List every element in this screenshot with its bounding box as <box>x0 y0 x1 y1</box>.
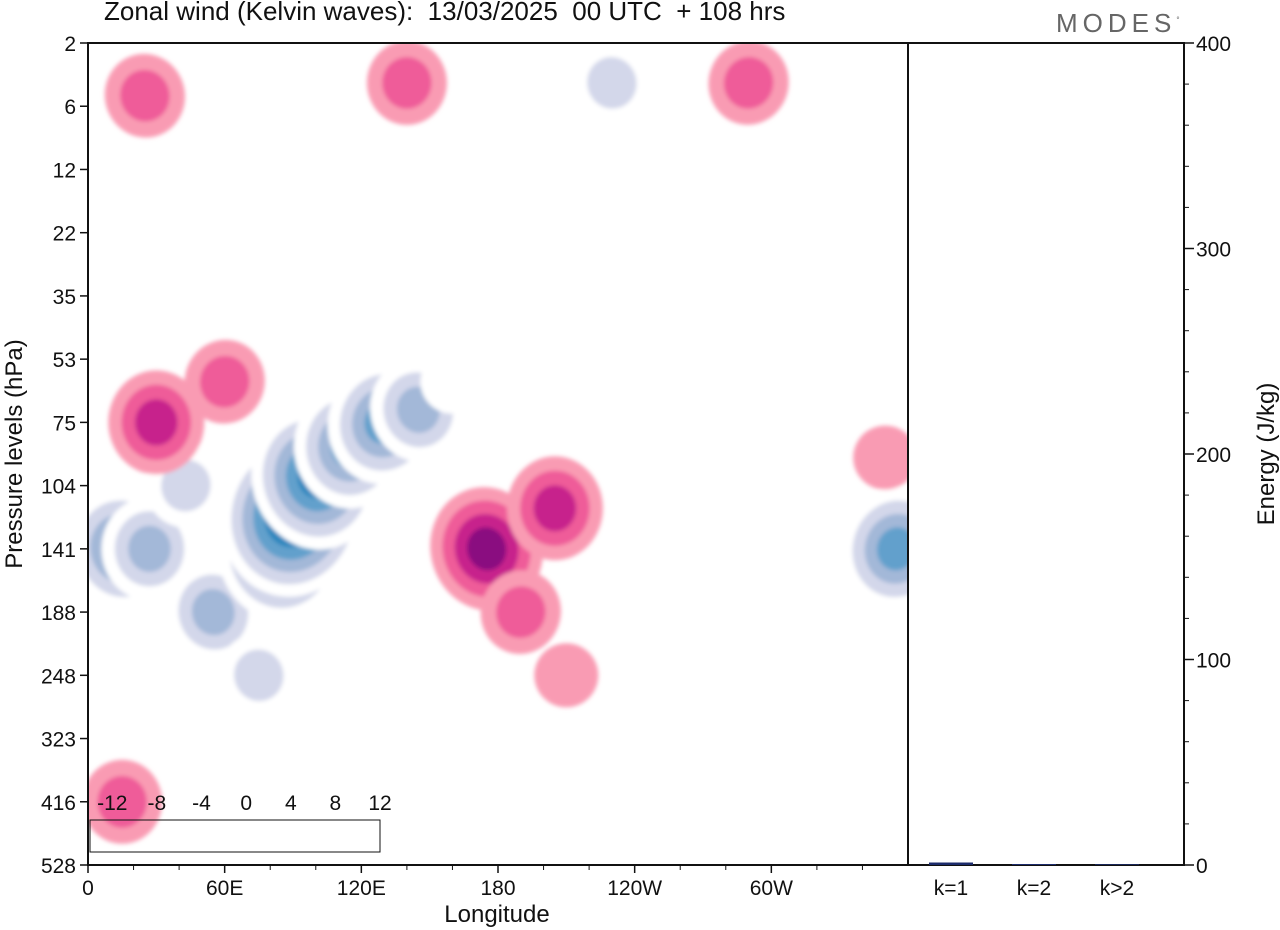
y-tick-label: 416 <box>41 792 76 815</box>
energy-tick-label: 300 <box>1196 239 1231 262</box>
anomaly-contour <box>466 527 507 571</box>
x-tick-label: 0 <box>82 877 94 900</box>
energy-bar-chart: k=1 k=2 k>2 <box>929 862 1139 900</box>
anomaly-contour <box>522 349 587 414</box>
anomaly-contour <box>533 485 577 532</box>
x-tick-label: 60E <box>206 877 243 900</box>
anomaly-contour <box>120 69 170 122</box>
y-tick-label: 104 <box>41 476 76 499</box>
energy-bar <box>1012 864 1056 865</box>
colorbar-frame <box>89 819 381 853</box>
y-tick-label: 248 <box>41 665 76 688</box>
energy-category-label: k=1 <box>934 877 968 900</box>
y-tick-label: 323 <box>41 729 76 752</box>
energy-tick-label: 100 <box>1196 650 1231 673</box>
anomaly-contour <box>191 589 235 636</box>
anomaly-contour <box>723 57 774 109</box>
energy-bar <box>1095 864 1139 865</box>
anomaly-contour <box>587 57 637 109</box>
colorbar-label: 0 <box>240 792 252 815</box>
energy-bar <box>929 862 973 865</box>
colorbar-label: 4 <box>285 792 297 815</box>
energy-axis-title: Energy (J/kg) <box>1253 383 1280 526</box>
energy-tick-label: 0 <box>1196 855 1208 878</box>
brand-text: MODES <box>1056 8 1177 38</box>
anomaly-contour <box>200 355 250 408</box>
anomaly-contour <box>97 776 147 828</box>
y-tick-label: 12 <box>53 159 76 182</box>
x-tick-label: 120W <box>607 877 662 900</box>
anomaly-contour <box>135 399 178 446</box>
colorbar-label: -4 <box>192 792 211 815</box>
anomaly-contour <box>750 476 815 541</box>
y-tick-label: 141 <box>41 539 76 562</box>
y-tick-label: 188 <box>41 602 76 625</box>
colorbar-label: -8 <box>148 792 167 815</box>
y-tick-label: 528 <box>41 855 76 878</box>
y-tick-label: 53 <box>53 349 76 372</box>
energy-category-label: k=2 <box>1017 877 1051 900</box>
y-tick-label: 75 <box>53 412 76 435</box>
anomaly-contour <box>496 586 546 638</box>
anomaly-contour <box>128 525 171 572</box>
energy-axis: 0 100 200 300 400 <box>1184 33 1231 878</box>
x-tick-label: 60W <box>750 877 793 900</box>
y-tick-label: 35 <box>53 286 76 309</box>
anomaly-contour <box>234 649 284 702</box>
y-tick-label: 22 <box>53 223 76 246</box>
energy-category-label: k>2 <box>1100 877 1134 900</box>
x-axis-title: Longitude <box>444 901 549 928</box>
anomaly-contour <box>534 643 599 708</box>
hovmoller-plot <box>88 43 908 844</box>
colorbar-label: 8 <box>330 792 342 815</box>
anomaly-contour <box>853 425 908 490</box>
energy-tick-label: 200 <box>1196 444 1231 467</box>
colorbar-label: -12 <box>97 792 127 815</box>
anomaly-contour <box>161 459 211 512</box>
x-tick-label: 120E <box>337 877 386 900</box>
y-axis: 2 6 12 22 35 53 75 104 141 188 248 323 416 528 <box>41 33 88 878</box>
y-axis-title: Pressure levels (hPa) <box>1 339 28 568</box>
brand-logo: MODES° <box>1056 8 1180 39</box>
anomaly-contour <box>420 349 485 414</box>
energy-panel-frame <box>907 42 1185 866</box>
energy-tick-label: 400 <box>1196 33 1231 56</box>
colorbar: -12 -8 -4 0 4 8 12 <box>89 792 392 853</box>
x-axis: 0 60E 120E 180 120W 60W <box>82 865 863 900</box>
y-tick-label: 2 <box>64 33 76 56</box>
y-tick-label: 6 <box>64 96 76 119</box>
chart-title: Zonal wind (Kelvin waves): 13/03/2025 00… <box>104 0 786 26</box>
anomaly-contour <box>876 527 908 571</box>
anomaly-contour <box>382 57 432 109</box>
x-tick-label: 180 <box>480 877 515 900</box>
colorbar-label: 12 <box>368 792 391 815</box>
brand-mark: ° <box>1176 15 1180 25</box>
